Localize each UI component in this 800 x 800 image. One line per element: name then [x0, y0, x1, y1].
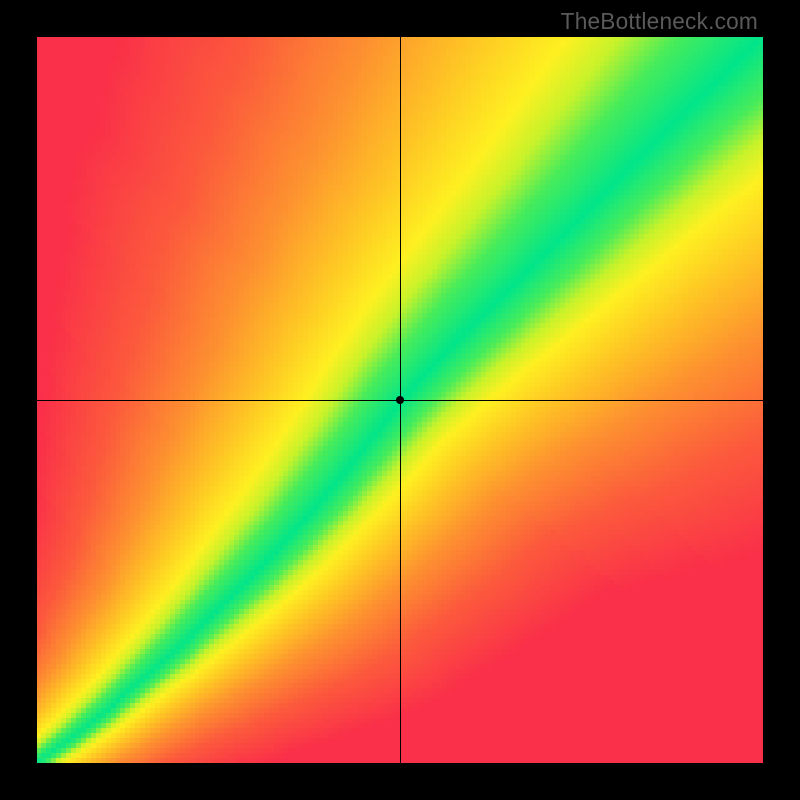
heatmap-plot-area	[37, 37, 763, 763]
watermark-text: TheBottleneck.com	[561, 8, 758, 35]
crosshair-center-marker	[396, 396, 404, 404]
